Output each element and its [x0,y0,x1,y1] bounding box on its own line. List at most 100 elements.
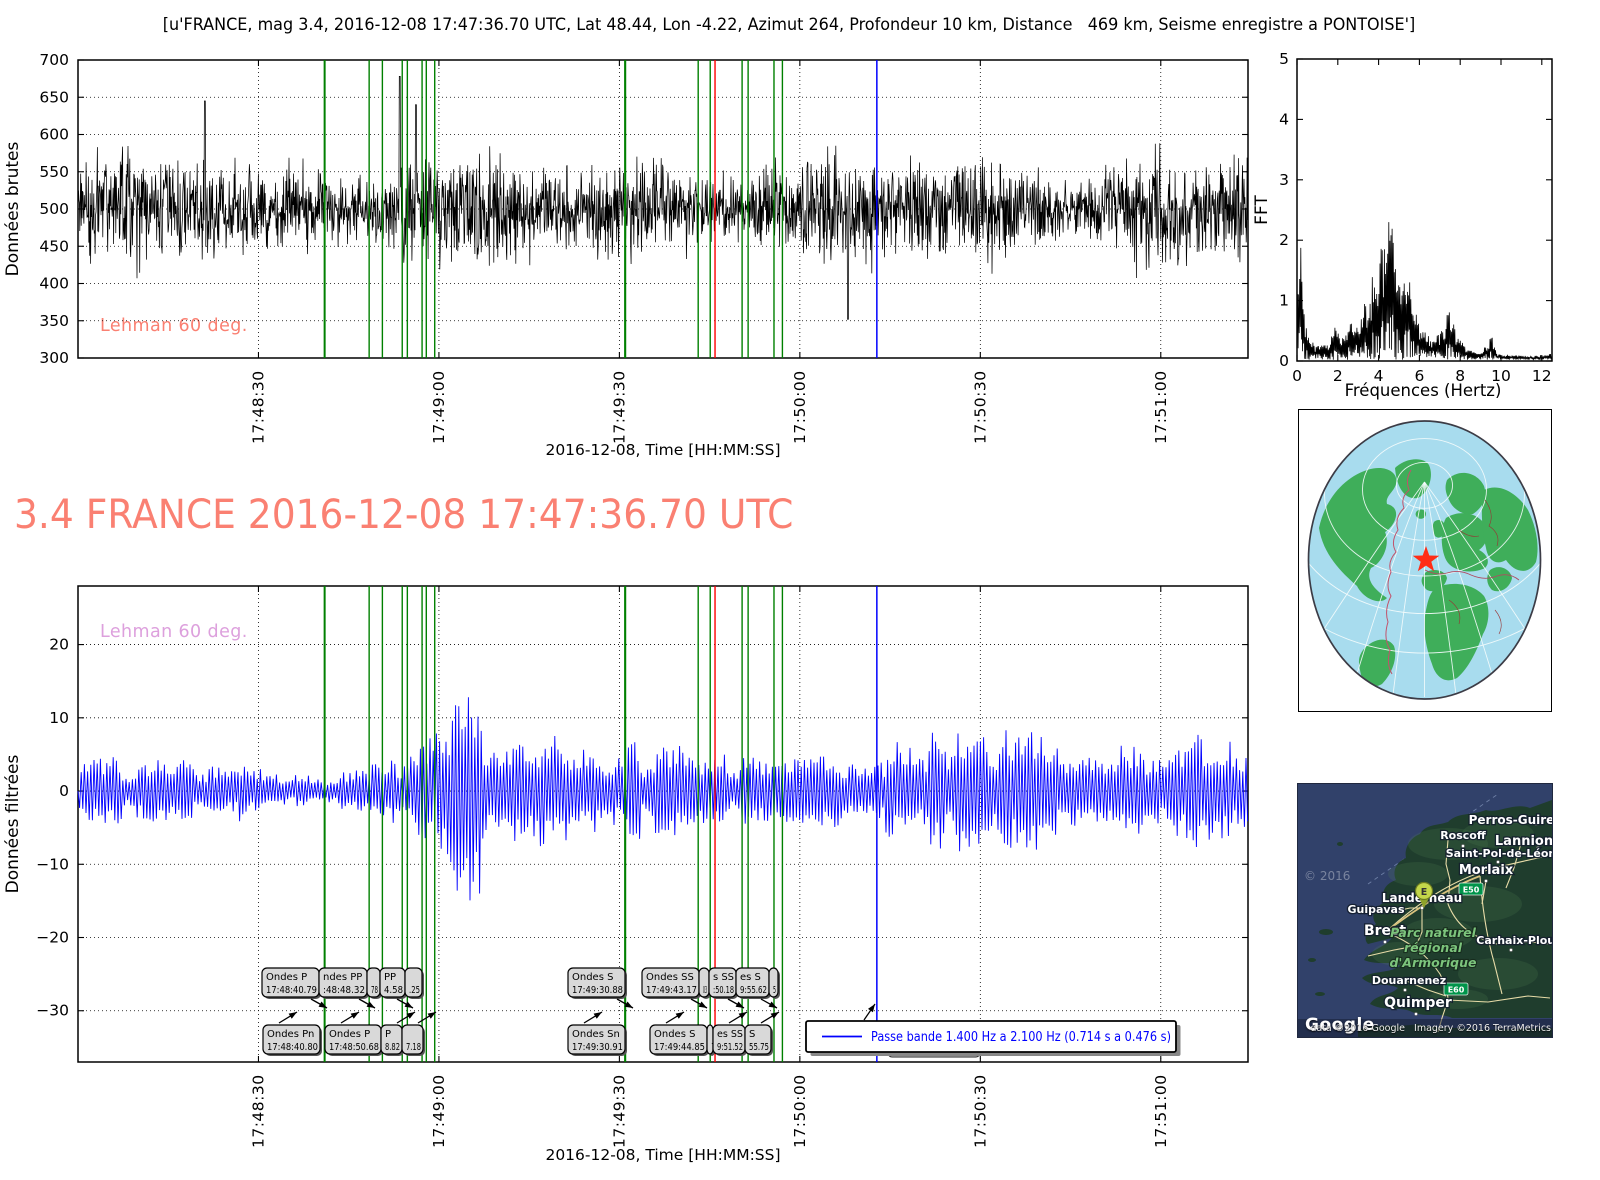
island [1319,929,1333,935]
filtered-waveform [77,697,1249,901]
city-dot [1420,906,1424,910]
land [1362,800,1552,1018]
city-dot [1534,822,1538,826]
road-shield-label: E50 [1463,886,1480,895]
phase-box-time: 4.58 [384,985,403,996]
road [1415,908,1423,947]
map-marker-letter: E [1421,887,1428,898]
map-panel: E50 E60 Perros-Guirec Roscoff LannionSaint-P… [1297,783,1553,1038]
annotation-arrow-head [404,1001,413,1008]
texture-patch [1388,862,1448,886]
raw-ytick-label: 550 [39,163,69,181]
map-city-label: Quimper [1384,995,1452,1011]
filtered-xtick-label: 17:50:30 [971,1074,989,1148]
fft-frame [1296,58,1553,362]
phase-box-time: 17:48:40.79 [266,985,317,996]
phase-box-time: 9:51.52 [717,1042,743,1053]
map-city-label: Perros-Guirec [1469,813,1552,827]
phase-box-time: 7.18 [406,1042,421,1053]
filtered-xtick-label: 17:50:00 [791,1074,809,1148]
filtered-ytick-label: −10 [36,855,69,873]
raw-ytick-label: 350 [39,312,69,330]
filtered-xtick-label: 17:49:00 [430,1074,448,1148]
filtered-ytick-label: 20 [49,636,69,654]
fft-xlabel: Fréquences (Hertz) [1344,381,1502,400]
annotation-arrow-head [593,1012,602,1019]
road [1481,880,1487,905]
texture-patch [1434,886,1522,922]
map-parc-label: d'Armorique [1390,955,1477,970]
phase-box-label: Ondes P [266,972,307,983]
annotation-arrow-head [366,1001,375,1008]
road [1505,839,1523,889]
continent [1487,567,1512,592]
phase-box-time: .25 [409,985,420,996]
phase-box-time: :50.18 [713,985,734,996]
map-attribution-bar [1298,1019,1552,1037]
raw-xlabel: 2016-12-08, Time [HH:MM:SS] [545,441,781,459]
raw-xtick-label: 17:49:30 [610,370,628,444]
map-attribution-text: data ©2016 Google Imagery ©2016 TerraMet… [1310,1023,1551,1034]
fft-ytick-label: 4 [1279,110,1289,128]
raw-xtick-label: 17:49:00 [430,370,448,444]
city-dot [1509,948,1513,952]
phase-box-label: es SS [717,1029,743,1040]
raw-ytick-label: 450 [39,237,69,255]
road-shield [1443,982,1469,996]
meridian [1424,481,1457,694]
filtered-xtick-label: 17:48:30 [249,1074,267,1148]
annotation-arrow-head [698,1001,707,1008]
filtered-xtick-label: 17:51:00 [1152,1074,1170,1148]
phase-box [744,1024,772,1055]
annotation-arrow-head [624,1001,633,1008]
continent [1481,487,1538,571]
globe-map [1307,420,1542,700]
phase-box [768,967,779,998]
annotation-arrow-head [675,1012,684,1019]
raw-ytick-label: 500 [39,200,69,218]
phase-box-label: Ondes S [572,972,613,983]
continent [1441,513,1488,572]
phase-annotations: Ondes Pn 17:48:40.80 Ondes P 17:48:50.68 P 8.… [262,1011,780,1056]
map-city-label: Roscoff [1440,829,1486,842]
raw-markers [323,60,878,358]
annotation-arrow-head [770,1012,779,1019]
google-logo: Google [1305,1015,1375,1035]
map-city-label: Brest [1364,923,1406,939]
raw-xtick-label: 17:50:30 [971,370,989,444]
fft-trace [1296,222,1552,361]
street-map: E50 E60 Perros-Guirec Roscoff LannionSaint-P… [1298,784,1552,1037]
fft-ytick-label: 1 [1279,292,1289,310]
texture-patch [1462,820,1534,848]
phase-box-time: 17:49:30.91 [572,1042,623,1053]
phase-box [262,1024,321,1055]
texture-patch [1458,958,1538,990]
road [1445,839,1451,905]
phase-box-label: Ondes P [329,1029,370,1040]
legend-pointer-arrow-head [867,1004,875,1013]
map-marker [1414,881,1434,901]
island [1308,958,1316,962]
island [1315,992,1325,996]
phase-box [567,967,626,998]
phase-box-label: s SS [713,972,734,983]
raw-ytick-label: 600 [39,126,69,144]
meridian [1312,481,1425,647]
road [1403,979,1447,997]
phase-box-time: 78 [371,985,378,996]
map-watermark: © 2016 [1304,869,1351,883]
annotation-arrow-head [406,1012,415,1019]
map-city-label: Carhaix-Plouguer [1476,934,1552,947]
phase-box-label: Ondes Pn [267,1029,314,1040]
fft-xtick-label: 6 [1414,367,1424,385]
filtered-station-label: Lehman 60 deg. [100,622,248,642]
phase-box-time: 03 [703,985,707,996]
continent [1319,467,1397,602]
filtered-xtick-label: 17:49:30 [610,1074,628,1148]
legend-label: Passe bande 1.400 Hz a 2.100 Hz (0.714 s… [871,1030,1171,1045]
road [1447,903,1495,945]
phase-box-label: Ondes SS [646,972,694,983]
phase-box-time: 5 [773,985,776,996]
